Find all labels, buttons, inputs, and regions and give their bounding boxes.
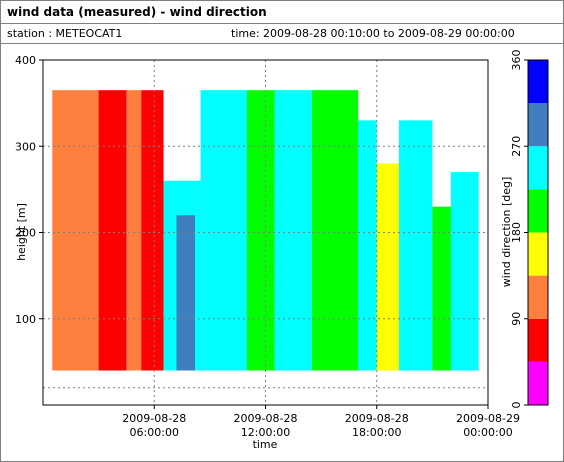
x-tick-label-time: 18:00:00 (352, 426, 401, 439)
data-segment (399, 120, 433, 371)
colorbar-tick-label: 360 (510, 50, 523, 71)
x-axis-label: time (253, 438, 278, 451)
colorbar-bin (528, 318, 548, 362)
colorbar-bin (528, 361, 548, 405)
data-segment (311, 90, 359, 371)
x-tick-label-time: 00:00:00 (463, 426, 512, 439)
data-segment (376, 163, 399, 371)
colorbar-label: wind direction [deg] (500, 177, 513, 288)
data-segment (200, 90, 247, 371)
x-tick-label-time: 06:00:00 (130, 426, 179, 439)
colorbar-bin (528, 232, 548, 276)
time-range-label: time: 2009-08-28 00:10:00 to 2009-08-29 … (231, 27, 515, 40)
y-tick-label: 200 (15, 227, 36, 240)
x-tick-label-time: 12:00:00 (241, 426, 290, 439)
data-segment (98, 90, 127, 371)
data-segment (450, 172, 479, 371)
colorbar-bin (528, 60, 548, 104)
data-segment (432, 206, 451, 371)
y-tick-label: 400 (15, 54, 36, 67)
chart-title: wind data (measured) - wind direction (7, 5, 267, 19)
colorbar-bin (528, 103, 548, 147)
data-segment (176, 215, 196, 371)
x-tick-label-date: 2009-08-29 (456, 412, 520, 425)
header-divider (1, 23, 563, 24)
y-axis-label: height [m] (15, 203, 28, 261)
colorbar-bin (528, 189, 548, 233)
colorbar-tick-label: 90 (510, 312, 523, 326)
colorbar-bin (528, 146, 548, 190)
colorbar-tick-label: 180 (510, 222, 523, 243)
data-segment (141, 90, 164, 371)
colorbar-tick-label: 270 (510, 136, 523, 157)
data-segment (274, 90, 312, 371)
colorbar-tick-label: 0 (510, 402, 523, 409)
x-tick-label-date: 2009-08-28 (234, 412, 298, 425)
data-segment (358, 120, 377, 371)
y-tick-label: 300 (15, 140, 36, 153)
colorbar-bin (528, 275, 548, 319)
colorbar: 0 90 180 270 360 (510, 50, 549, 409)
x-tick-label-date: 2009-08-28 (122, 412, 186, 425)
data-segment (126, 90, 142, 371)
axes: 1002003004002009-08-2806:00:002009-08-28… (15, 54, 520, 439)
x-tick-label-date: 2009-08-28 (345, 412, 409, 425)
y-tick-label: 100 (15, 313, 36, 326)
station-label: station : METEOCAT1 (7, 27, 123, 40)
data-segment (246, 90, 275, 371)
data-segment (52, 90, 99, 371)
subheader-divider (1, 43, 563, 44)
